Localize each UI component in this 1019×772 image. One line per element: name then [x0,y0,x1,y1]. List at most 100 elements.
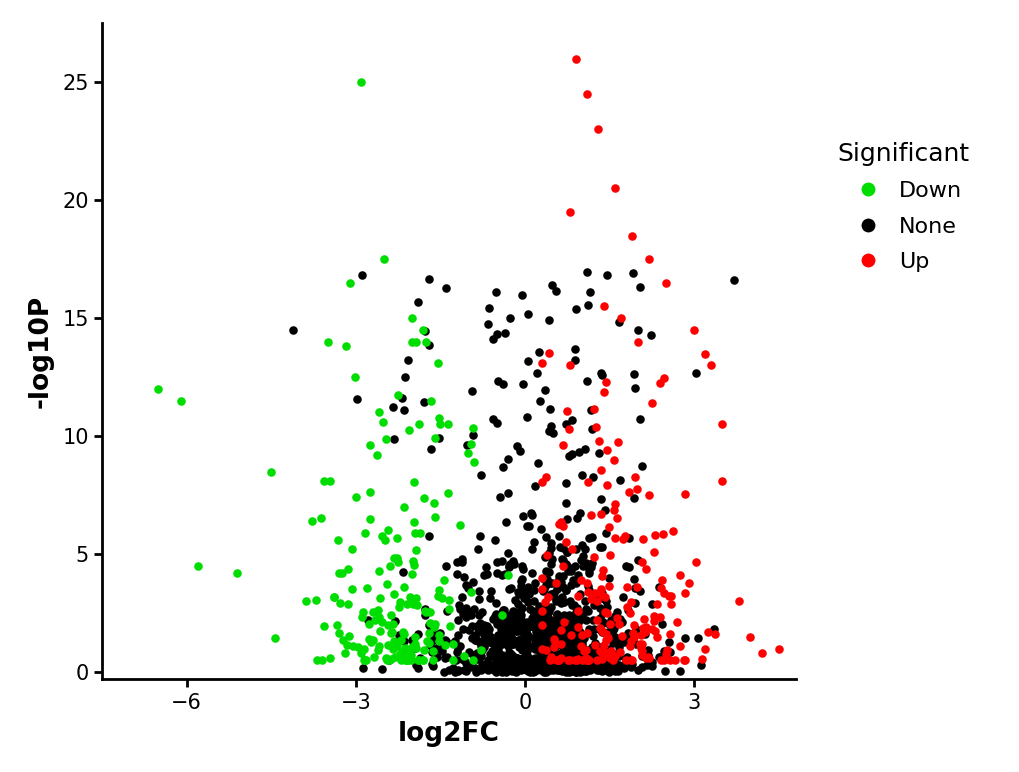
Point [513,618,529,631]
Point [341,276,358,289]
Point [519,664,535,676]
Point [592,508,608,520]
Point [488,657,504,669]
Point [415,655,431,667]
Point [421,530,437,543]
Point [652,651,668,663]
Point [528,633,544,645]
Point [558,546,575,558]
Point [586,639,602,652]
Point [532,663,548,676]
Point [492,652,508,664]
Point [518,649,534,662]
Point [419,635,435,647]
Point [583,557,599,569]
Point [421,637,437,649]
Point [618,560,634,572]
Point [548,652,565,664]
Point [496,619,513,631]
Point [488,567,504,579]
Point [598,601,614,614]
Point [629,664,645,676]
Point [560,648,577,661]
Point [642,328,658,340]
Point [495,623,512,635]
Point [570,653,586,665]
Point [540,425,556,438]
Point [561,359,578,371]
Point [629,482,645,495]
Point [591,645,607,657]
Point [535,573,551,585]
Point [555,649,572,662]
Point [514,663,530,676]
Point [629,581,645,594]
Point [514,662,530,675]
Point [348,393,365,405]
Point [422,638,438,651]
Point [391,628,408,641]
Point [532,653,548,665]
Point [553,635,570,647]
Point [514,585,530,598]
Point [535,646,551,659]
Point [508,605,525,618]
Point [569,512,585,524]
Point [591,601,607,614]
Point [423,394,439,407]
Point [500,656,517,669]
Point [527,656,543,669]
Point [400,424,417,436]
Point [326,591,342,604]
Point [454,622,471,635]
Point [499,636,516,648]
Point [570,624,586,636]
Point [651,651,667,663]
Point [501,558,518,571]
Point [655,371,672,384]
Point [378,433,394,445]
Point [542,641,558,653]
Point [556,633,573,645]
Point [356,643,372,655]
Point [542,655,558,668]
Point [531,621,547,634]
Point [602,652,619,665]
Point [505,558,522,571]
Point [584,642,600,654]
Point [357,527,373,540]
Point [544,427,560,439]
Point [405,598,421,610]
Point [482,648,498,660]
Point [559,646,576,659]
Point [536,644,552,656]
Point [453,556,470,568]
Point [557,660,574,672]
Point [610,638,627,650]
Point [557,656,574,669]
Point [498,614,515,626]
Point [609,436,626,449]
Point [463,631,479,644]
Point [558,645,575,658]
Point [404,568,420,581]
Point [446,666,463,679]
Point [584,653,600,665]
Point [562,629,579,642]
Point [634,648,650,661]
Point [595,664,611,676]
Point [542,660,558,672]
Point [346,371,363,384]
Point [530,624,546,636]
Point [417,604,433,617]
Point [437,560,453,572]
Point [579,559,595,571]
Point [621,486,637,498]
Point [504,649,521,662]
Point [554,560,571,573]
Point [398,655,415,667]
Point [365,634,381,646]
Point [600,580,616,592]
Point [483,635,499,647]
Point [480,634,496,646]
